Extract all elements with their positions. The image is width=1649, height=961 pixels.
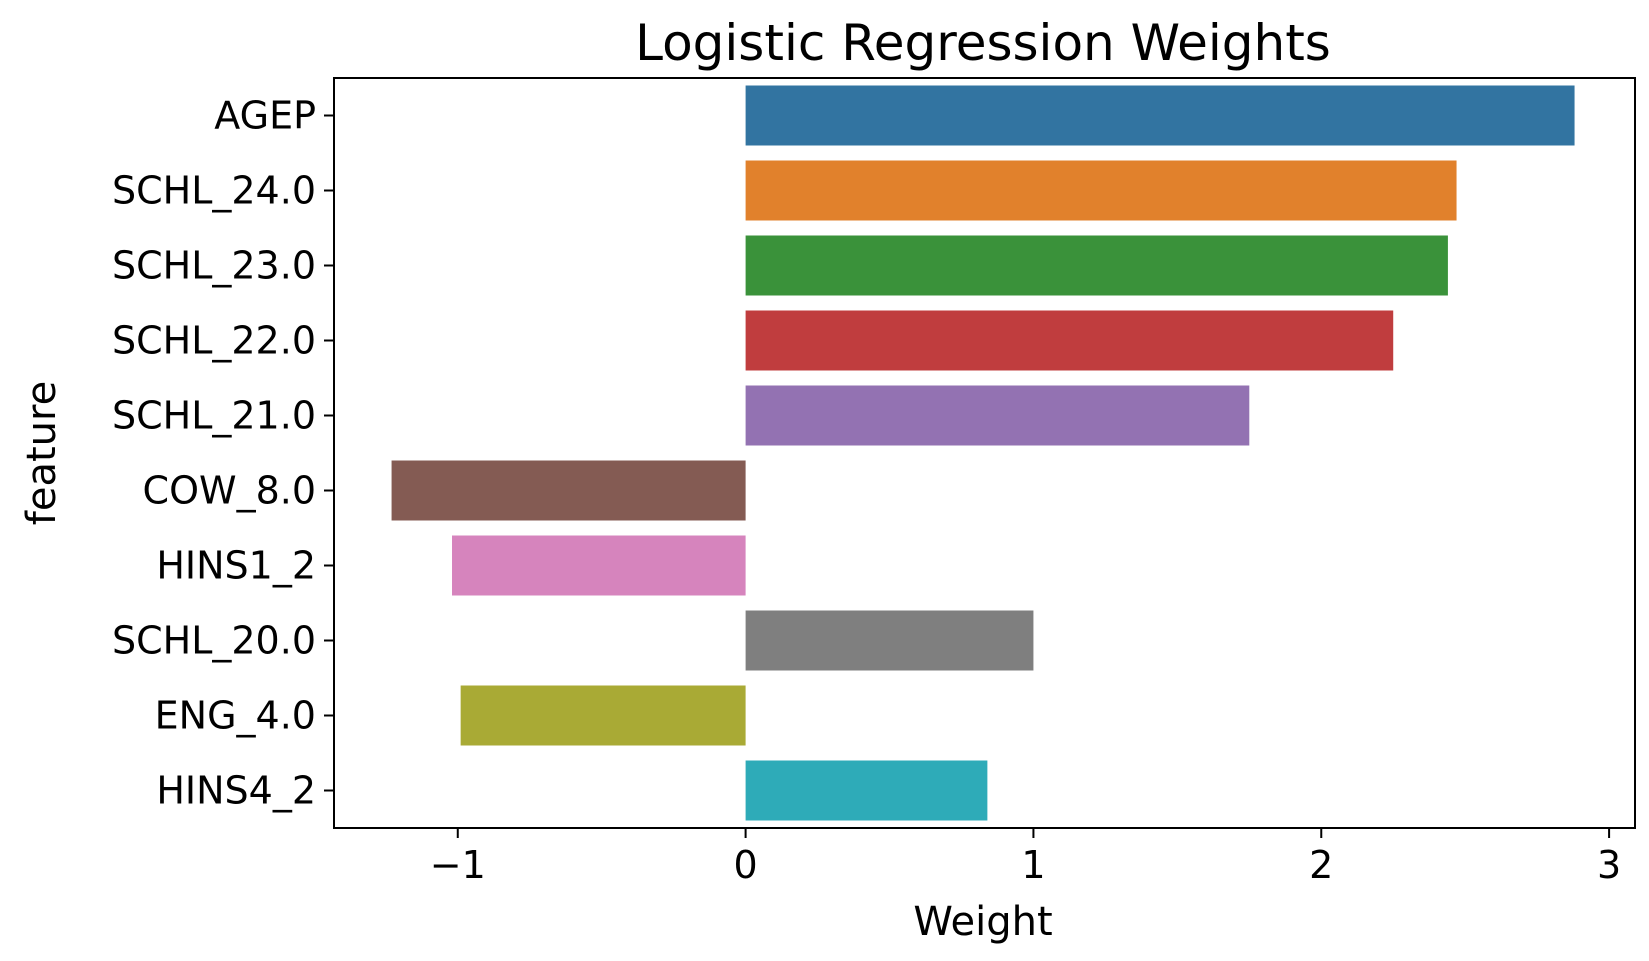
bar-agep [745,85,1575,146]
y-tick-label: SCHL_21.0 [112,394,316,438]
y-tick-label: SCHL_22.0 [112,319,316,363]
y-tick-label: ENG_4.0 [155,694,316,738]
bar-schl-21-0 [745,385,1250,446]
bar-hins1-2 [452,535,746,596]
bar-schl-24-0 [745,160,1457,221]
y-tick-label: SCHL_20.0 [112,619,316,663]
y-tick-label: AGEP [214,94,316,138]
x-axis-ticks: −1 0 1 2 3 [430,828,1621,887]
bar-schl-20-0 [745,610,1034,671]
chart-title: Logistic Regression Weights [635,14,1331,72]
bar-schl-23-0 [745,235,1448,296]
x-tick-label: 3 [1597,843,1621,887]
y-tick-label: COW_8.0 [143,469,316,513]
x-tick-label: 0 [734,843,758,887]
y-tick-label: SCHL_24.0 [112,169,316,213]
y-axis-label: feature [19,381,65,525]
plot-area-frame [333,77,1636,829]
x-tick-label: −1 [430,843,486,887]
bar-hins4-2 [745,760,988,821]
x-tick-label: 2 [1309,843,1333,887]
y-tick-label: SCHL_23.0 [112,244,316,288]
y-axis-ticks: AGEP SCHL_24.0 SCHL_23.0 SCHL_22.0 SCHL_21.0… [112,94,334,813]
x-tick-label: 1 [1021,843,1045,887]
y-tick-label: HINS1_2 [156,544,316,588]
bar-schl-22-0 [745,310,1394,371]
bar-eng-4-0 [460,685,746,746]
bar-cow-8-0 [391,460,746,521]
x-axis-label: Weight [913,899,1052,945]
y-tick-label: HINS4_2 [156,769,316,813]
bars-group [391,85,1575,821]
